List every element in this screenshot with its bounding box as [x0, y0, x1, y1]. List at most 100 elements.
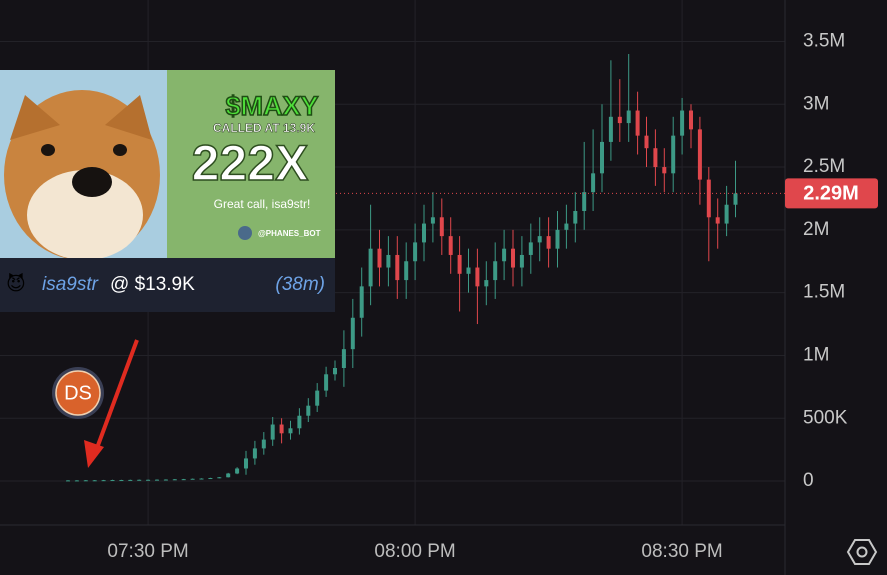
candle-body	[226, 473, 231, 478]
candle-body	[466, 267, 471, 274]
candle-body	[706, 179, 711, 218]
badge-circle	[55, 370, 101, 416]
candle-body	[422, 223, 426, 243]
candle-body	[190, 478, 195, 480]
arrow-shaft	[95, 339, 139, 449]
candle-body	[635, 110, 640, 136]
y-tick-label: 2M	[803, 219, 829, 240]
candle-body	[644, 135, 649, 149]
candle-body	[653, 148, 658, 168]
candle-body	[92, 480, 97, 482]
badge-text: DS	[64, 382, 92, 404]
candle-body	[697, 129, 702, 180]
y-tick-label: 0	[803, 470, 814, 491]
candle-body	[333, 368, 337, 375]
candle-body	[404, 261, 409, 281]
candle-body	[582, 192, 587, 212]
candle-body	[155, 479, 159, 481]
call-price: @ $13.9K	[110, 274, 195, 295]
candle-body	[315, 390, 320, 406]
candle-body	[101, 480, 106, 482]
x-tick-label: 08:00 PM	[374, 541, 455, 562]
candle-body	[270, 424, 275, 440]
candle-body	[680, 110, 685, 136]
dog-muzzle	[27, 170, 143, 260]
candle-body	[591, 173, 596, 193]
call-card: $MAXY CALLED AT 13.9K 222X Great call, i…	[0, 70, 335, 312]
candle-body	[564, 223, 569, 230]
candle-body	[181, 479, 186, 481]
candle-body	[430, 217, 435, 224]
candle-body	[137, 479, 142, 481]
candle-body	[172, 479, 177, 481]
bot-avatar	[238, 226, 252, 240]
candle-body	[110, 480, 115, 482]
y-tick-label: 3M	[803, 93, 829, 114]
candle-body	[600, 141, 604, 174]
y-tick-label: 500K	[803, 407, 848, 428]
dog-eye	[113, 144, 127, 156]
arrow	[84, 339, 139, 468]
candle-body	[555, 229, 560, 249]
candle-body	[146, 479, 151, 481]
candle-body	[306, 405, 311, 416]
candle-body	[626, 110, 631, 124]
candle-body	[519, 254, 524, 268]
multiplier: 222X	[192, 135, 309, 191]
candle-body	[395, 254, 400, 281]
age: (38m)	[275, 274, 325, 295]
candle-body	[235, 468, 240, 474]
candle-body	[217, 477, 222, 479]
candles	[0, 54, 785, 482]
ticker: $MAXY	[225, 91, 318, 121]
emoji: 😈	[6, 272, 26, 295]
current-price-label: 2.29M	[803, 183, 859, 205]
candle-body	[413, 242, 418, 262]
x-tick-label: 07:30 PM	[107, 541, 188, 562]
candle-body	[341, 349, 346, 369]
candle-body	[724, 204, 729, 224]
candle-body	[261, 439, 266, 449]
candle-body	[119, 480, 124, 482]
candle-body	[502, 248, 507, 262]
candle-body	[83, 480, 88, 482]
axis-labels: 0 500K 1M 1.5M 2M 2.5M 3M 3.5M 07:30 PM 08:00 PM 0…	[107, 30, 878, 562]
arrow-head	[84, 440, 104, 468]
y-tick-label: 1.5M	[803, 282, 845, 303]
settings-icon[interactable]	[846, 539, 878, 565]
settings-circle[interactable]	[856, 546, 868, 558]
candle-body	[511, 248, 515, 268]
candle-body	[689, 110, 693, 130]
candle-body	[715, 217, 720, 224]
candle-body	[368, 248, 373, 287]
dog-ear	[10, 95, 60, 140]
candle-body	[528, 242, 533, 255]
candle-body	[74, 480, 79, 482]
candle-body	[439, 217, 444, 237]
candle-body	[163, 479, 168, 481]
candle-body	[66, 480, 70, 482]
y-tick-label: 3.5M	[803, 30, 845, 51]
x-tick-label: 08:30 PM	[641, 541, 722, 562]
green-panel	[167, 70, 335, 258]
candle-body	[573, 211, 578, 224]
candle-body	[608, 116, 613, 142]
candle-body	[386, 254, 391, 268]
candle-body	[457, 254, 462, 274]
called-at: CALLED AT 13.9K	[213, 121, 315, 135]
candle-body	[546, 236, 551, 249]
candle-body	[671, 135, 676, 174]
candle-body	[279, 424, 284, 434]
settings-hexagon[interactable]	[846, 539, 878, 565]
candle-body	[324, 374, 329, 391]
candle-body	[297, 415, 302, 429]
candle-body	[128, 479, 133, 481]
dog-eye	[41, 144, 55, 156]
candle-body	[288, 428, 293, 434]
candle-body	[350, 317, 355, 350]
candle-body	[448, 236, 453, 255]
bot-name: @PHANES_BOT	[258, 229, 321, 238]
user: isa9str	[42, 274, 99, 295]
candle-body	[475, 267, 480, 287]
